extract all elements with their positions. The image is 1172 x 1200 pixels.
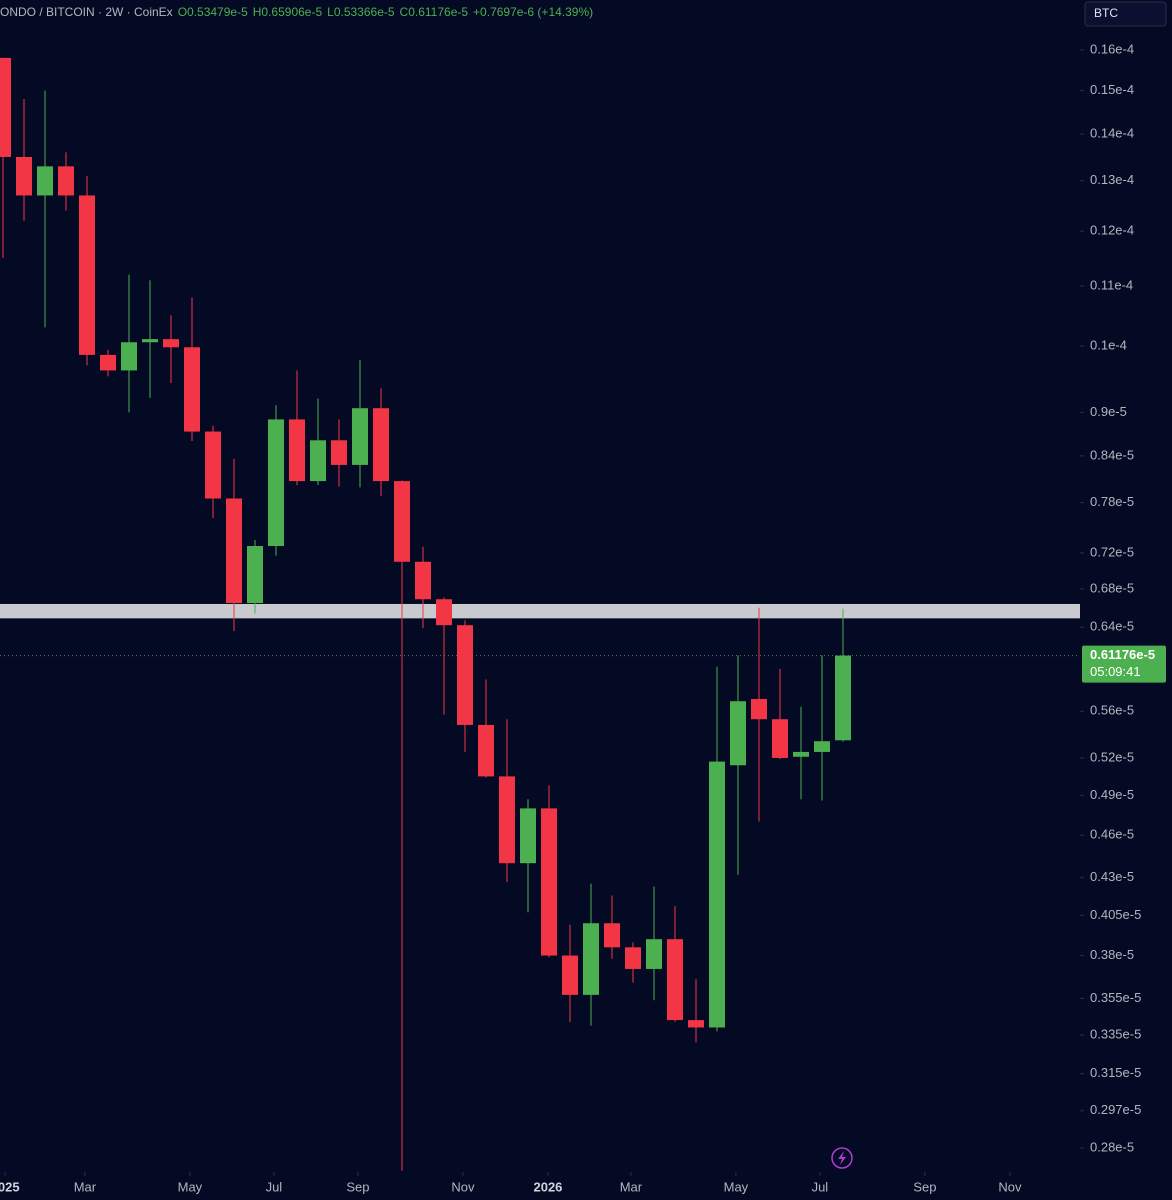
x-tick-label: Jul <box>266 1179 283 1194</box>
y-tick-label: 0.52e-5 <box>1090 749 1134 764</box>
candle-body <box>37 166 54 196</box>
x-tick-label: Jul <box>812 1179 829 1194</box>
price-label: 0.61176e-5 <box>1090 647 1155 662</box>
candle-body <box>79 195 96 355</box>
x-tick-label: Nov <box>451 1179 475 1194</box>
candle-body <box>729 701 746 766</box>
candle-body <box>268 419 285 546</box>
candle-body <box>561 955 578 995</box>
candle-body <box>247 545 264 604</box>
candle-body <box>456 625 473 725</box>
candle-body <box>100 354 117 371</box>
close-value: C0.61176e-5 <box>399 5 469 19</box>
candle-body <box>792 751 809 757</box>
candle-body <box>771 719 788 758</box>
candle-body <box>163 339 180 348</box>
y-tick-label: 0.14e-4 <box>1090 125 1134 140</box>
candle-body <box>414 561 431 600</box>
x-tick-label: Sep <box>346 1179 369 1194</box>
y-tick-label: 0.72e-5 <box>1090 544 1134 559</box>
zone-band <box>0 603 1080 619</box>
y-tick-label: 0.49e-5 <box>1090 787 1134 802</box>
open-value: O0.53479e-5 <box>177 5 248 19</box>
candle-body <box>435 599 452 626</box>
x-tick-label: Nov <box>998 1179 1022 1194</box>
symbol: ONDO / BITCOIN · 2W · CoinEx <box>0 5 173 19</box>
candle-body <box>750 699 767 720</box>
y-tick-label: 0.13e-4 <box>1090 172 1134 187</box>
header: ONDO / BITCOIN · 2W · CoinEx O0.53479e-5 H… <box>0 5 598 19</box>
y-tick-label: 0.68e-5 <box>1090 580 1134 595</box>
candle-body <box>58 166 75 196</box>
y-tick-label: 0.355e-5 <box>1090 990 1141 1005</box>
x-tick-label: May <box>178 1179 203 1194</box>
y-tick-label: 0.9e-5 <box>1090 404 1127 419</box>
candle-body <box>540 808 557 956</box>
candle-body <box>708 761 725 1028</box>
candle-body <box>310 440 327 482</box>
candle-body <box>393 481 410 562</box>
price-label-box <box>1082 645 1166 683</box>
alert-icon[interactable] <box>831 1147 853 1169</box>
candle-body <box>666 939 683 1021</box>
y-tick-label: 0.38e-5 <box>1090 947 1134 962</box>
candle-body <box>582 923 599 995</box>
candle-body <box>16 156 33 196</box>
candle-body <box>645 939 662 969</box>
currency: BTC <box>1094 6 1118 20</box>
high-value: H0.65906e-5 <box>252 5 323 19</box>
y-tick-label: 0.12e-4 <box>1090 223 1134 238</box>
y-tick-label: 0.28e-5 <box>1090 1139 1134 1154</box>
candle-body <box>142 339 159 343</box>
candle-body <box>121 342 138 371</box>
y-tick-label: 0.335e-5 <box>1090 1026 1141 1041</box>
y-tick-label: 0.56e-5 <box>1090 703 1134 718</box>
x-tick-label: Mar <box>620 1179 643 1194</box>
candle-body <box>477 724 494 777</box>
y-tick-label: 0.405e-5 <box>1090 907 1141 922</box>
plot-area <box>0 57 1080 1171</box>
candle-body <box>834 655 851 741</box>
x-tick-label: May <box>724 1179 749 1194</box>
currency-box <box>1084 1 1167 27</box>
candle-body <box>289 419 306 482</box>
candle-body <box>184 347 201 432</box>
candle-body <box>372 408 389 482</box>
y-tick-label: 0.64e-5 <box>1090 619 1134 634</box>
change-value: +0.7697e-6 (+14.39%) <box>473 5 594 19</box>
y-tick-label: 0.84e-5 <box>1090 447 1134 462</box>
y-tick-label: 0.11e-4 <box>1090 277 1133 292</box>
y-tick-label: 0.1e-4 <box>1090 337 1127 352</box>
candle-body <box>226 498 243 604</box>
y-tick-label: 0.16e-4 <box>1090 41 1134 56</box>
candle-body <box>519 808 536 864</box>
candle-body <box>687 1020 704 1028</box>
candle-body <box>205 431 222 499</box>
candle-body <box>498 776 515 864</box>
y-tick-label: 0.15e-4 <box>1090 82 1134 97</box>
x-tick-label: 2026 <box>533 1179 562 1194</box>
y-tick-label: 0.46e-5 <box>1090 827 1134 842</box>
x-tick-label: Mar <box>74 1179 97 1194</box>
x-tick-label: Sep <box>913 1179 936 1194</box>
y-tick-label: 0.315e-5 <box>1090 1065 1141 1080</box>
axes: 0.16e-4 0.15e-4 0.14e-4 0.13e-4 0.12e-4 0.11e… <box>0 41 1166 1194</box>
candle-body <box>603 923 620 948</box>
countdown: 05:09:41 <box>1090 664 1141 679</box>
candle-body <box>0 57 12 157</box>
candle-body <box>352 408 368 465</box>
candle-body <box>813 741 830 752</box>
candle-body <box>331 440 348 465</box>
x-tick-label: 2025 <box>0 1179 20 1194</box>
alert-icon-bolt <box>838 1151 846 1165</box>
y-tick-label: 0.78e-5 <box>1090 494 1134 509</box>
candle-body <box>624 947 641 969</box>
low-value: L0.53366e-5 <box>327 5 395 19</box>
y-tick-label: 0.43e-5 <box>1090 869 1134 884</box>
y-tick-label: 0.297e-5 <box>1090 1102 1141 1117</box>
